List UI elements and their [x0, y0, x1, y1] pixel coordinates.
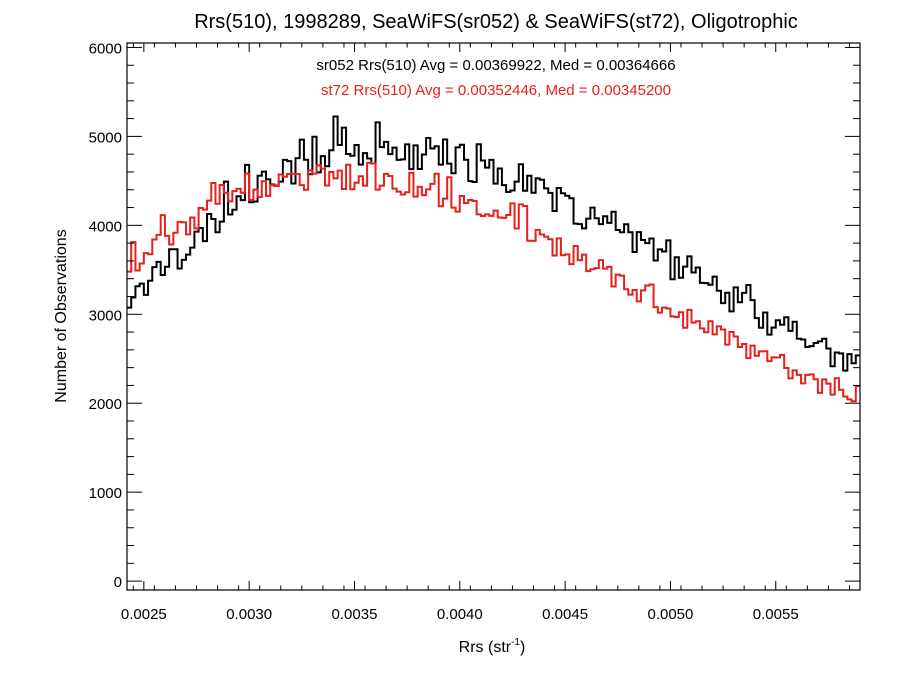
y-tick-label-0: 0: [114, 574, 122, 591]
x-axis-label-superscript: -1: [511, 637, 520, 648]
plot-area: [127, 115, 860, 403]
x-tick-label-3: 0.0040: [437, 606, 483, 623]
y-tick-label-6: 6000: [89, 40, 122, 57]
y-axis: 0 1000 2000 3000 4000 5000 6000: [89, 40, 860, 591]
series-sr052-histogram: [127, 115, 860, 372]
chart-title: Rrs(510), 1998289, SeaWiFS(sr052) & SeaW…: [194, 11, 798, 33]
x-tick-label-1: 0.0030: [226, 606, 272, 623]
y-tick-label-2: 2000: [89, 396, 122, 413]
x-axis: 0.0025 0.0030 0.0035 0.0040 0.0045 0.0050 0.00…: [121, 43, 850, 623]
y-tick-label-3: 3000: [89, 307, 122, 324]
legend-entry-st72: st72 Rrs(510) Avg = 0.00352446, Med = 0.…: [321, 82, 671, 99]
plot-frame: [126, 42, 861, 591]
x-axis-label-main: Rrs (str: [459, 639, 512, 656]
x-tick-label-4: 0.0045: [542, 606, 588, 623]
y-tick-label-1: 1000: [89, 485, 122, 502]
x-tick-label-2: 0.0035: [332, 606, 378, 623]
x-tick-label-0: 0.0025: [121, 606, 167, 623]
x-tick-label-6: 0.0055: [753, 606, 799, 623]
y-tick-label-5: 5000: [89, 129, 122, 146]
x-axis-label-end: ): [520, 639, 525, 656]
y-axis-label: Number of Observations: [53, 229, 70, 402]
series-st72-histogram: [127, 161, 860, 403]
legend-entry-sr052: sr052 Rrs(510) Avg = 0.00369922, Med = 0…: [316, 57, 675, 74]
x-tick-label-5: 0.0050: [647, 606, 693, 623]
y-tick-label-4: 4000: [89, 218, 122, 235]
x-axis-label: Rrs (str-1): [459, 637, 526, 656]
